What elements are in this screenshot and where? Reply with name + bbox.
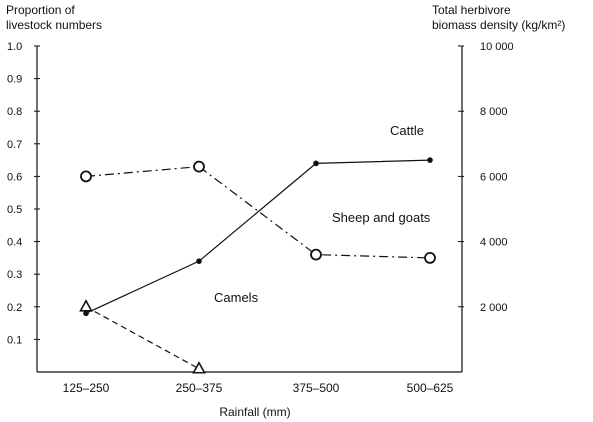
data-point-cattle <box>196 258 202 264</box>
y-left-tick-label: 0.5 <box>7 204 22 216</box>
series-label-cattle: Cattle <box>390 123 424 138</box>
data-point-cattle <box>427 157 433 163</box>
y-axis-right-title-line1: Total herbivore <box>432 3 511 17</box>
chart-axes <box>36 46 463 373</box>
y-left-tick-label: 1.0 <box>7 41 22 53</box>
series-line-cattle <box>85 159 431 314</box>
y-axis-left-title-line2: livestock numbers <box>6 18 102 32</box>
y-right-tick-label: 2 000 <box>480 302 508 314</box>
data-point-camels <box>192 361 206 374</box>
y-axis-right-title-line2: biomass density (kg/km²) <box>432 18 565 32</box>
y-left-tick-label: 0.9 <box>7 74 22 86</box>
x-tick-label: 250–375 <box>176 381 223 395</box>
y-left-tick-label: 0.1 <box>7 334 22 346</box>
y-left-tick-label: 0.6 <box>7 171 22 183</box>
y-left-tick-label: 0.8 <box>7 106 22 118</box>
y-left-tick-label: 0.7 <box>7 139 22 151</box>
x-axis-title: Rainfall (mm) <box>219 405 290 419</box>
y-left-tick-label: 0.3 <box>7 269 22 281</box>
y-axis-left-title-line1: Proportion of <box>6 3 75 17</box>
x-tick-label: 375–500 <box>293 381 340 395</box>
y-right-tick-label: 10 000 <box>480 41 514 53</box>
series-label-camels: Camels <box>214 290 259 305</box>
chart-markers <box>79 157 436 374</box>
series-line-camels <box>85 306 200 370</box>
data-point-sheep-and-goats <box>424 251 436 264</box>
data-point-cattle <box>313 160 319 167</box>
x-tick-label: 500–625 <box>407 381 454 395</box>
y-right-tick-label: 4 000 <box>480 237 508 249</box>
series-label-sheep-and-goats: Sheep and goats <box>332 210 431 225</box>
y-left-tick-label: 0.2 <box>7 302 22 314</box>
y-right-tick-label: 8 000 <box>480 106 508 118</box>
y-left-tick-label: 0.4 <box>7 237 22 249</box>
y-right-tick-label: 6 000 <box>480 171 508 183</box>
data-point-cattle <box>83 310 89 317</box>
chart-series-lines <box>85 159 431 370</box>
data-point-sheep-and-goats <box>310 248 322 261</box>
x-tick-label: 125–250 <box>63 381 110 395</box>
data-point-sheep-and-goats <box>80 170 92 183</box>
data-point-camels <box>79 299 93 312</box>
data-point-sheep-and-goats <box>193 160 205 173</box>
chart-ticks: 0.1 0.2 0.3 0.4 0.5 0.6 0.7 0.8 0.9 1.0 2 000 4 000… <box>7 41 514 395</box>
